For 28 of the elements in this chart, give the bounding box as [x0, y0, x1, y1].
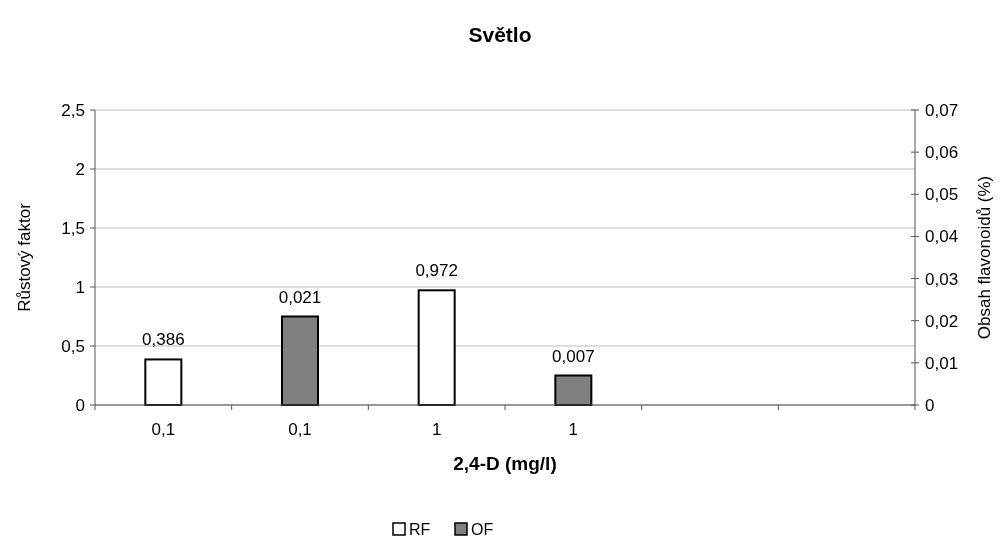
y2-tick-label: 0,01	[925, 353, 959, 373]
y-tick-label: 0	[75, 395, 85, 415]
x-tick-label: 0,1	[288, 420, 312, 439]
data-label: 0,021	[278, 287, 322, 307]
y2-tick-label: 0,04	[925, 227, 959, 247]
x-axis-title: 2,4-D (mg/l)	[453, 453, 557, 474]
chart-title: Světlo	[468, 23, 532, 46]
y-tick-label: 1,5	[61, 218, 85, 238]
x-tick-label: 0,1	[151, 420, 176, 439]
y-tick-label: 2,5	[61, 100, 85, 120]
y-tick-label: 0,5	[61, 336, 85, 356]
data-label: 0,972	[415, 261, 458, 281]
y-tick-label: 1	[75, 277, 85, 297]
legend-label: RF	[409, 521, 431, 538]
y2-axis-title: Obsah flavonoidů (%)	[975, 175, 994, 340]
y2-tick-label: 0,02	[925, 311, 959, 331]
y2-tick-label: 0,05	[925, 185, 959, 205]
y-axis-title: Růstový faktor	[15, 202, 34, 312]
x-tick-label: 1	[431, 420, 442, 439]
x-tick-label: 1	[568, 420, 579, 439]
y2-tick-label: 0,07	[925, 100, 959, 120]
y2-tick-label: 0,03	[925, 269, 959, 289]
y2-tick-label: 0,06	[925, 143, 959, 163]
y2-tick-label: 0	[925, 395, 935, 415]
data-label: 0,007	[552, 346, 595, 366]
y-tick-label: 2	[75, 159, 85, 179]
legend-label: OF	[471, 521, 494, 538]
data-label: 0,386	[142, 330, 185, 350]
